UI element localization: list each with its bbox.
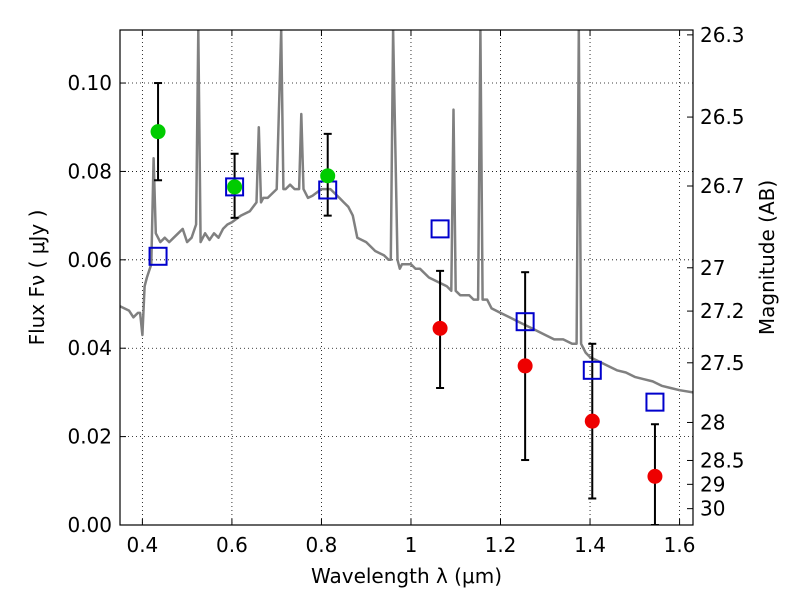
x-tick-label: 0.4: [126, 533, 158, 557]
y-tick-label: 0.08: [67, 159, 112, 183]
plot-area: [120, 30, 693, 525]
x-tick-label: 1: [405, 533, 418, 557]
y2-tick-label: 29: [700, 472, 725, 496]
x-tick-label: 0.6: [216, 533, 248, 557]
data-point: [150, 124, 166, 140]
y2-tick-label: 27.5: [700, 351, 745, 375]
axis-ticks: 0.4 0.6 0.8 1 1.2 1.4 1.6 0.00 0.02 0.04 0.06 0.08 0…: [67, 23, 744, 557]
data-point: [517, 358, 533, 374]
x-tick-label: 0.8: [306, 533, 338, 557]
y2-tick-label: 30: [700, 497, 725, 521]
model-spectrum-line: [120, 30, 693, 394]
y-axis-label: Flux Fν ( μJy ): [25, 210, 49, 346]
y-tick-label: 0.10: [67, 71, 112, 95]
x-tick-label: 1.4: [574, 533, 606, 557]
x-tick-label: 1.2: [485, 533, 517, 557]
model-photometry-square: [430, 219, 450, 239]
data-point: [432, 320, 448, 336]
x-axis-label: Wavelength λ (μm): [311, 564, 502, 588]
y2-tick-label: 26.7: [700, 174, 745, 198]
grid: [120, 30, 693, 526]
data-point: [584, 413, 600, 429]
x-tick-label: 1.6: [664, 533, 696, 557]
data-point: [227, 179, 243, 195]
y2-tick-label: 28.5: [700, 448, 745, 472]
plot-frame: [119, 29, 694, 526]
model-photometry-square: [225, 177, 245, 197]
y2-tick-label: 26.3: [700, 23, 745, 47]
y-tick-label: 0.04: [67, 336, 112, 360]
y2-tick-label: 27: [700, 256, 725, 280]
y2-tick-label: 26.5: [700, 105, 745, 129]
y-tick-label: 0.00: [67, 513, 112, 537]
data-point: [320, 168, 336, 184]
y-tick-label: 0.06: [67, 248, 112, 272]
y2-tick-label: 28: [700, 410, 725, 434]
y-tick-label: 0.02: [67, 425, 112, 449]
model-photometry-square: [582, 360, 602, 380]
model-photometry-square: [645, 392, 665, 412]
data-point: [647, 468, 663, 484]
model-photometry-square: [515, 312, 535, 332]
y2-axis-label: Magnitude (AB): [755, 180, 779, 335]
y2-tick-label: 27.2: [700, 299, 745, 323]
model-photometry-square: [148, 246, 168, 266]
